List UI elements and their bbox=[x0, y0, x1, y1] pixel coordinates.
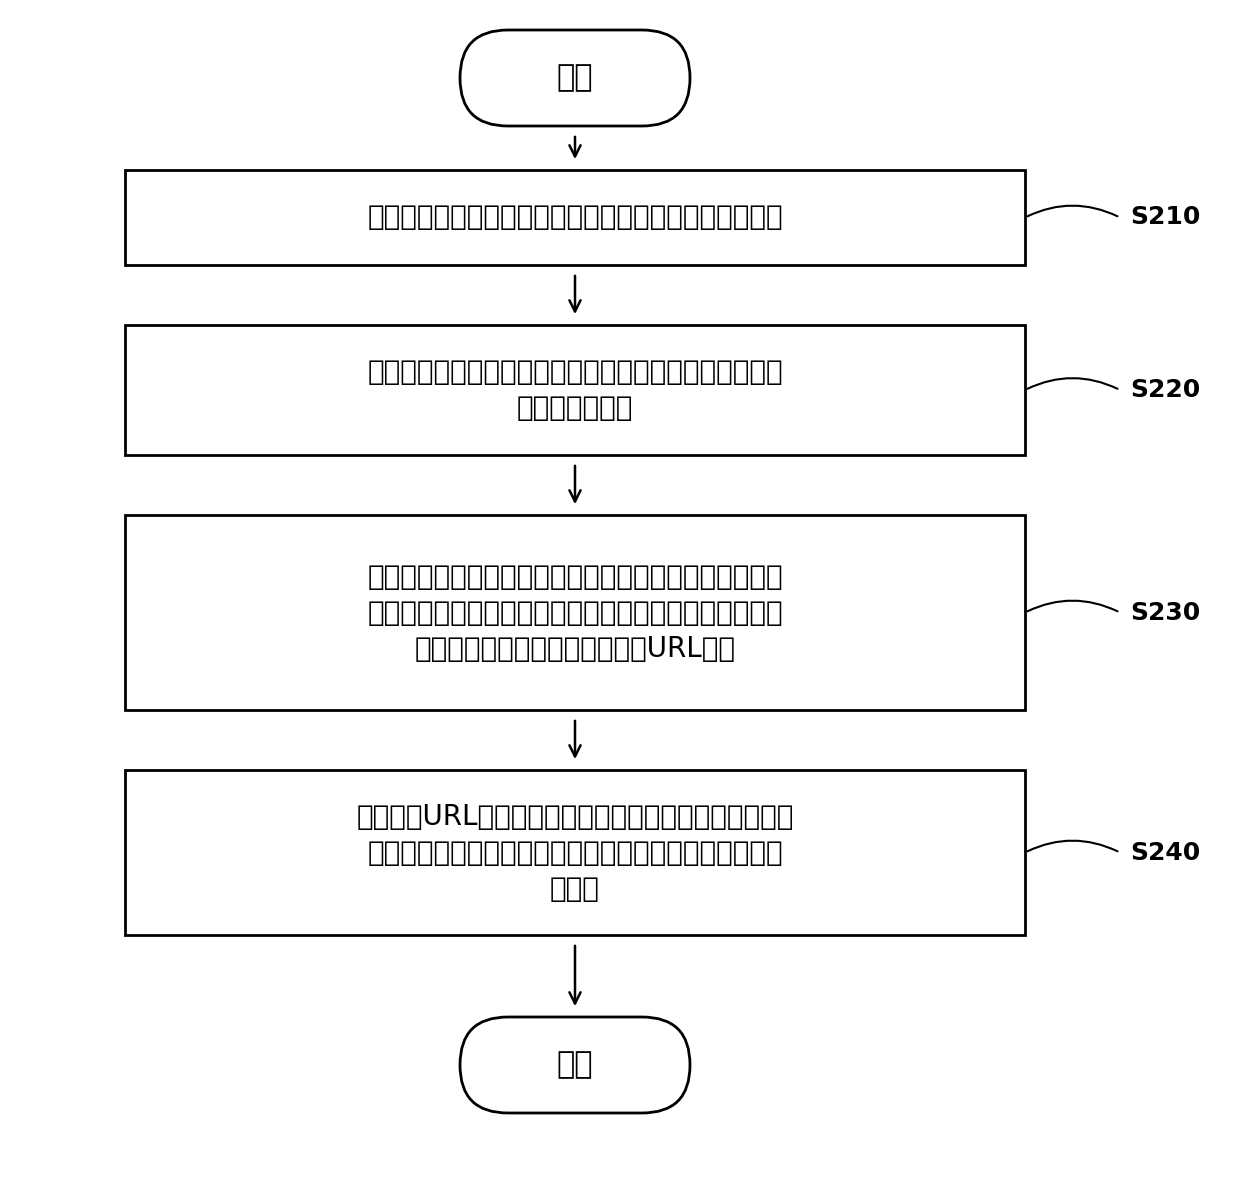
Bar bbox=[125, 170, 1025, 265]
Text: 结束: 结束 bbox=[557, 1050, 593, 1079]
Text: S230: S230 bbox=[1130, 601, 1200, 625]
Text: 响应资源类型的建立指令，建立脸部特效资源的资源类型: 响应资源类型的建立指令，建立脸部特效资源的资源类型 bbox=[367, 204, 782, 231]
Bar bbox=[125, 770, 1025, 935]
FancyBboxPatch shape bbox=[460, 30, 689, 126]
Text: 响应脸部特效资源的上传指令，将对应的脸部特效资源上: 响应脸部特效资源的上传指令，将对应的脸部特效资源上 bbox=[367, 562, 782, 590]
Bar bbox=[125, 325, 1025, 454]
Text: 响应触发下载活动项的建立指令，建立该资源类型对应的: 响应触发下载活动项的建立指令，建立该资源类型对应的 bbox=[367, 359, 782, 386]
Text: 的所述脸部特效资源返回对应的URL字段: 的所述脸部特效资源返回对应的URL字段 bbox=[414, 634, 735, 663]
Text: S210: S210 bbox=[1130, 205, 1200, 229]
Bar bbox=[125, 516, 1025, 710]
FancyBboxPatch shape bbox=[460, 1017, 689, 1113]
Text: S220: S220 bbox=[1130, 378, 1200, 402]
Text: 开始: 开始 bbox=[557, 64, 593, 92]
Text: 项生成静态资源文件，并将所述静态资源文件发送给所述: 项生成静态资源文件，并将所述静态资源文件发送给所述 bbox=[367, 838, 782, 867]
Text: 服务器: 服务器 bbox=[551, 874, 600, 903]
Text: 基于所述URL字段、所述资源类型以及所述触发下载活动: 基于所述URL字段、所述资源类型以及所述触发下载活动 bbox=[356, 802, 794, 831]
Text: S240: S240 bbox=[1130, 840, 1200, 864]
Text: 传到服务器中对应的文件夹中，以便所述服务器根据上传: 传到服务器中对应的文件夹中，以便所述服务器根据上传 bbox=[367, 598, 782, 627]
Text: 触发下载活动项: 触发下载活动项 bbox=[517, 394, 634, 422]
